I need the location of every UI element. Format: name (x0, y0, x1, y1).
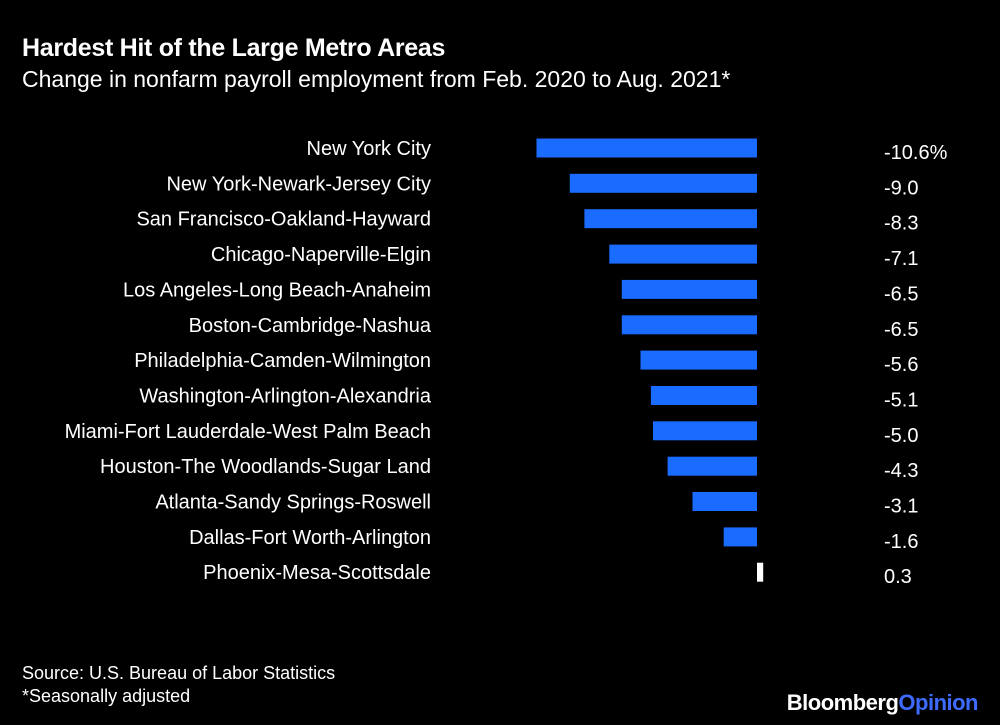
bar (621, 279, 757, 299)
bar (621, 315, 757, 335)
value-label: -6.5 (884, 283, 918, 305)
value-label: -9.0 (884, 177, 918, 199)
bar (723, 527, 757, 547)
value-label: -7.1 (884, 248, 918, 270)
bar (757, 562, 764, 582)
brand-logo: BloombergOpinion (786, 690, 979, 716)
chart-subtitle: Change in nonfarm payroll employment fro… (22, 66, 731, 92)
value-label: -5.0 (884, 425, 918, 447)
bar (584, 209, 757, 229)
value-label: -8.3 (884, 213, 918, 235)
category-label: Los Angeles-Long Beach-Anaheim (123, 279, 431, 301)
chart-footer: Source: U.S. Bureau of Labor Statistics … (22, 662, 335, 708)
source-note: Source: U.S. Bureau of Labor Statistics (22, 663, 336, 683)
bar (667, 456, 757, 476)
brand-name: Bloomberg (786, 690, 899, 715)
bar (650, 386, 757, 405)
bar (692, 492, 757, 511)
value-label: -6.5 (884, 319, 918, 341)
value-label: -10.6% (884, 142, 948, 164)
category-label: Philadelphia-Camden-Wilmington (134, 350, 431, 372)
category-label: Dallas-Fort Worth-Arlington (189, 527, 431, 549)
value-label: -3.1 (884, 496, 918, 518)
value-label: -5.6 (884, 354, 918, 376)
category-label: Boston-Cambridge-Nashua (189, 315, 432, 337)
category-label: San Francisco-Oakland-Hayward (136, 209, 431, 231)
category-label: Phoenix-Mesa-Scottsdale (203, 562, 431, 584)
bar (653, 421, 757, 441)
category-label: Chicago-Naperville-Elgin (211, 244, 431, 266)
adjustment-note: *Seasonally adjusted (22, 686, 191, 706)
value-label: -4.3 (884, 460, 918, 482)
bar (640, 350, 757, 370)
brand-suffix: Opinion (898, 690, 978, 715)
category-label: Washington-Arlington-Alexandria (139, 385, 432, 407)
category-label: Houston-The Woodlands-Sugar Land (100, 456, 431, 478)
value-label: -1.6 (884, 531, 918, 553)
value-label: -5.1 (884, 389, 918, 411)
category-label: Miami-Fort Lauderdale-West Palm Beach (65, 421, 431, 443)
bar (536, 138, 757, 158)
category-label: Atlanta-Sandy Springs-Roswell (155, 492, 431, 514)
bar (569, 173, 757, 193)
category-label: New York City (307, 138, 432, 160)
category-label: New York-Newark-Jersey City (166, 173, 431, 195)
value-label: 0.3 (884, 566, 912, 588)
bar (609, 244, 757, 264)
chart-title: Hardest Hit of the Large Metro Areas (22, 34, 446, 62)
